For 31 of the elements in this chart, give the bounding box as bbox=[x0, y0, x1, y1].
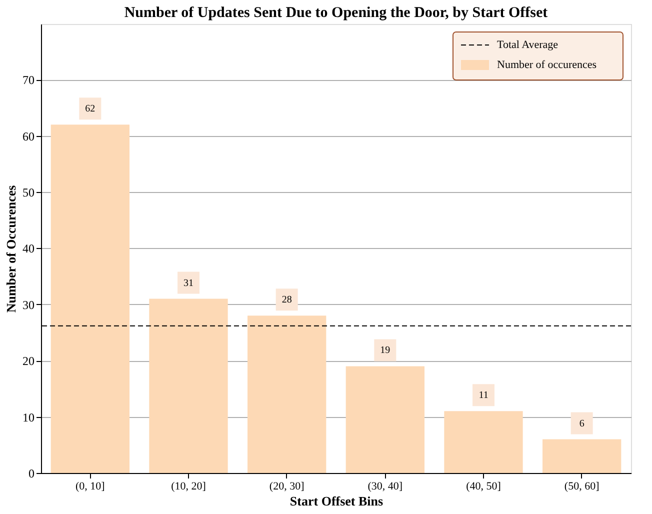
y-tick-label: 70 bbox=[22, 73, 34, 88]
x-tick-label: (20, 30] bbox=[269, 480, 304, 492]
x-tick-label: (50, 60] bbox=[564, 480, 600, 492]
bar bbox=[346, 366, 424, 473]
y-tick-label: 40 bbox=[22, 242, 34, 256]
bar bbox=[444, 411, 523, 473]
bar bbox=[50, 124, 130, 473]
x-tick-label: (30, 40] bbox=[368, 480, 403, 492]
data-label: 6 bbox=[579, 418, 584, 430]
bar bbox=[542, 439, 622, 473]
x-tick-label: (10, 20] bbox=[171, 480, 206, 492]
y-tick-label: 30 bbox=[22, 298, 34, 312]
y-tick-label: 60 bbox=[22, 129, 34, 144]
data-label: 19 bbox=[380, 345, 390, 356]
data-label: 28 bbox=[282, 294, 292, 306]
chart-title: Number of Updates Sent Due to Opening the Door, by Start Offset bbox=[124, 5, 548, 21]
data-label: 62 bbox=[85, 104, 96, 115]
bar bbox=[149, 298, 228, 473]
y-tick-label: 50 bbox=[22, 186, 34, 200]
y-tick-label: 10 bbox=[22, 410, 34, 424]
x-axis-title: Start Offset Bins bbox=[290, 494, 384, 508]
x-tick-label: (40, 50] bbox=[466, 480, 501, 492]
y-tick-label: 20 bbox=[22, 354, 34, 368]
y-tick-label: 0 bbox=[28, 466, 34, 480]
legend-label: Total Average bbox=[497, 39, 558, 51]
x-tick-label: (0, 10] bbox=[76, 480, 105, 492]
bar bbox=[248, 316, 326, 473]
data-label: 11 bbox=[478, 390, 488, 402]
y-axis-title: Number of Occurences bbox=[4, 185, 18, 313]
legend-label: Number of occurences bbox=[497, 59, 597, 71]
data-label: 31 bbox=[184, 278, 194, 289]
